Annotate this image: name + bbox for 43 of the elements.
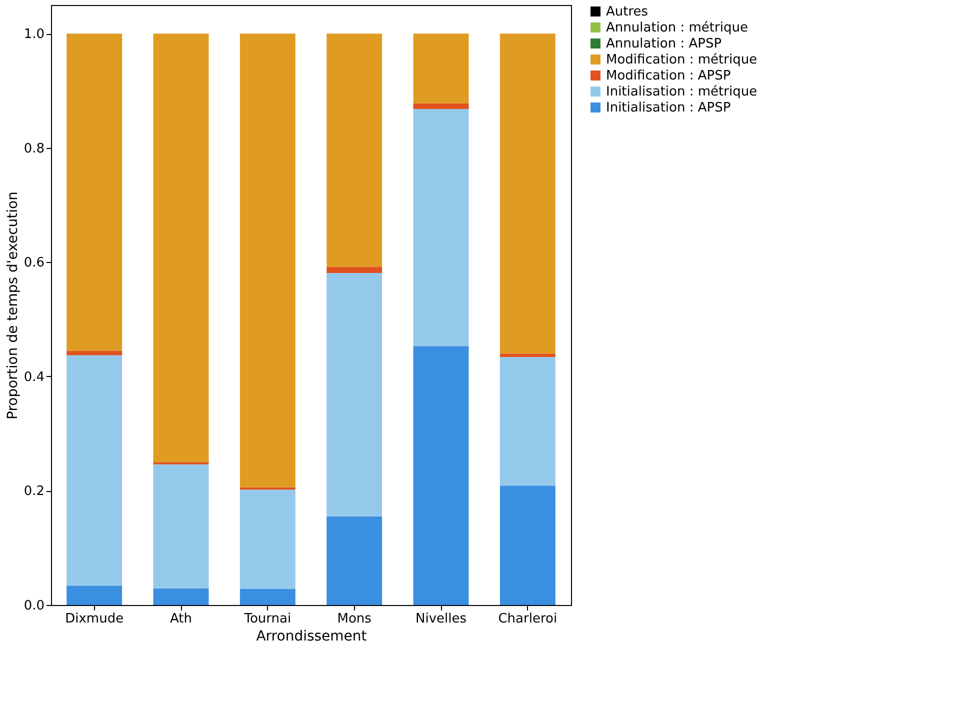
bar [413,34,469,104]
bar [66,34,122,351]
y-axis-title: Proportion de temps d'execution [4,192,21,420]
bar [66,586,122,605]
legend-label: Initialisation : APSP [606,100,731,116]
bar [240,589,296,605]
bar [153,588,209,605]
y-tick-label: 1.0 [24,27,44,42]
bar [326,273,382,516]
bar [326,516,382,605]
x-tick-label: Tournai [243,612,292,626]
bar [500,357,556,486]
x-tick-label: Ath [170,612,192,626]
x-tick-label: Dixmude [65,612,124,626]
legend-label: Annulation : APSP [606,36,722,52]
bar [413,346,469,605]
x-tick-label: Charleroi [498,612,558,626]
bar [500,486,556,605]
bar [500,34,556,354]
bar [413,109,469,346]
bar [240,490,296,589]
bar [413,103,469,109]
legend-label: Annulation : métrique [606,20,748,36]
legend-label: Modification : métrique [606,52,758,68]
bar [66,355,122,586]
legend-label: Autres [606,4,648,20]
legend-label: Modification : APSP [606,68,731,84]
y-tick-label: 0.2 [24,484,44,500]
bar [326,266,382,273]
legend-label: Initialisation : métrique [606,84,758,100]
bar [500,354,556,357]
y-tick-label: 0.4 [24,370,44,385]
bar [66,350,122,356]
y-tick-label: 0.8 [24,141,44,156]
bar [326,34,382,267]
bar [153,34,209,462]
x-tick-label: Nivelles [415,612,467,626]
x-tick-label: Mons [337,612,372,626]
bar [153,464,209,588]
y-tick-label: 0.6 [24,256,44,271]
bar [240,34,296,488]
x-axis-title: Arrondissement [256,628,368,644]
y-tick-label: 0.0 [24,598,44,614]
